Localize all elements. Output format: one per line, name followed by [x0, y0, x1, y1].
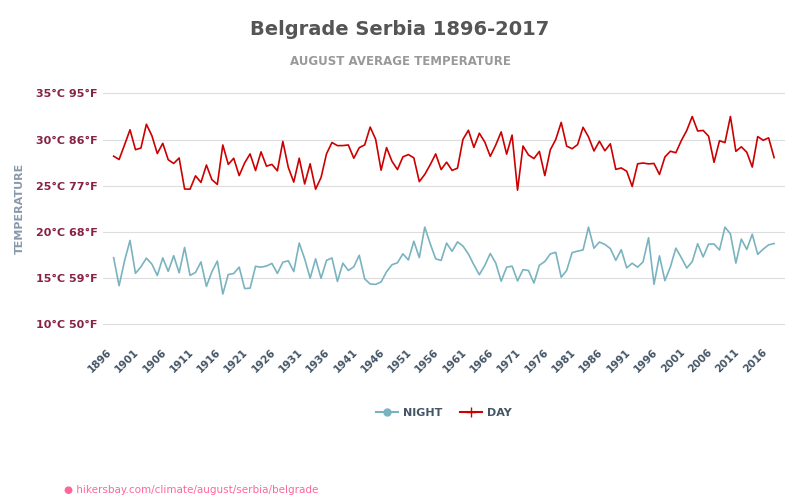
- Text: Belgrade Serbia 1896-2017: Belgrade Serbia 1896-2017: [250, 20, 550, 39]
- Text: ● hikersbay.com/climate/august/serbia/belgrade: ● hikersbay.com/climate/august/serbia/be…: [64, 485, 318, 495]
- Legend: NIGHT, DAY: NIGHT, DAY: [371, 404, 517, 422]
- Y-axis label: TEMPERATURE: TEMPERATURE: [15, 163, 25, 254]
- Text: AUGUST AVERAGE TEMPERATURE: AUGUST AVERAGE TEMPERATURE: [290, 55, 510, 68]
